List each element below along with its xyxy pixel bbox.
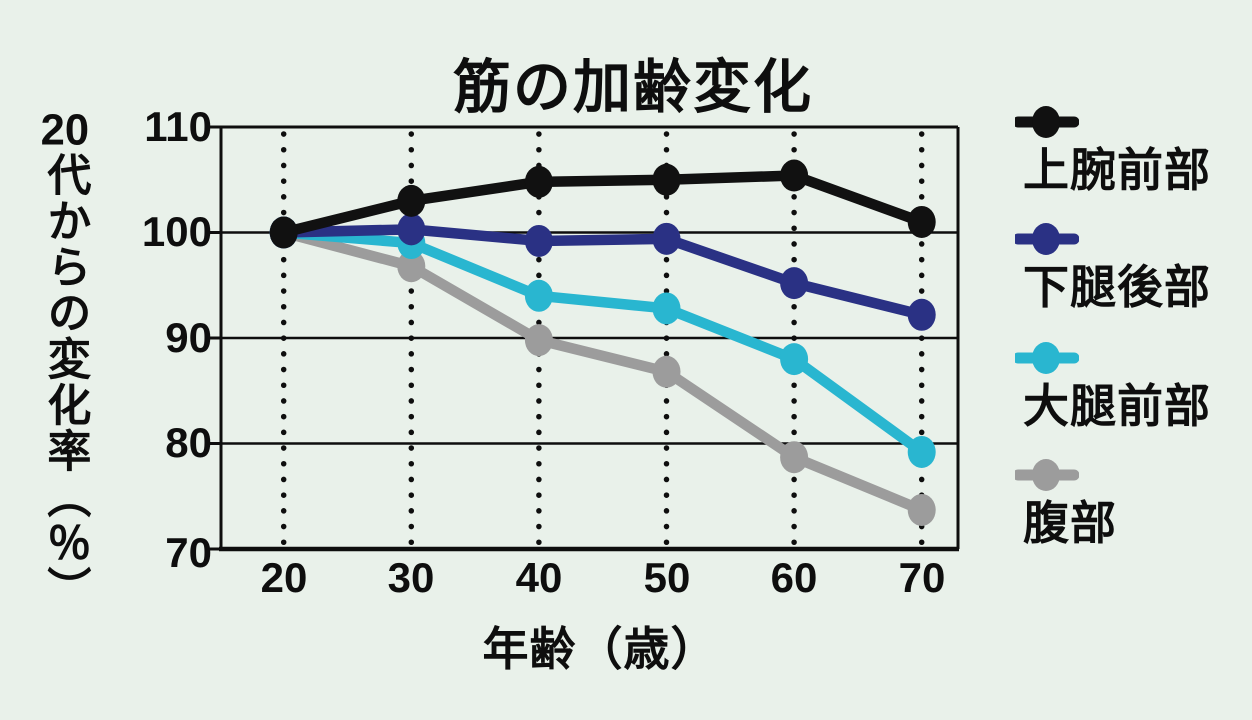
series-point-下腿後部-50 [652,222,681,255]
series-point-腹部-40 [524,324,553,357]
series-point-腹部-50 [652,355,681,388]
y-tick-100: 100 [141,208,212,255]
legend-marker-icon [1015,223,1079,255]
legend-item-abdomen: 腹部 [1015,453,1116,547]
series-point-腹部-70 [907,493,936,526]
series-point-下腿後部-60 [780,267,809,300]
series-point-下腿後部-30 [397,213,426,246]
y-tick-90: 90 [165,314,212,361]
series-point-上腕前部-50 [652,163,681,196]
series-point-上腕前部-70 [907,205,936,238]
series-point-腹部-60 [780,441,809,474]
series-point-上腕前部-40 [524,165,553,198]
series-point-腹部-30 [397,250,426,283]
x-tick-30: 30 [387,554,435,601]
series-point-上腕前部-30 [397,184,426,217]
series-point-大腿前部-50 [652,292,681,325]
x-tick-40: 40 [515,554,563,601]
chart-title: 筋の加齢変化 [452,55,814,120]
y-tick-70: 70 [165,529,212,576]
legend-marker-icon [1015,342,1079,374]
legend-item-lower-leg: 下腿後部 [1015,217,1210,311]
series-point-上腕前部-60 [780,159,809,192]
y-tick-80: 80 [165,419,212,466]
legend-label: 上腕前部 [1023,144,1211,196]
legend-marker-icon [1015,106,1079,138]
legend-label: 腹部 [1023,497,1117,549]
x-tick-50: 50 [643,554,691,601]
series-line-上腕前部 [278,170,927,238]
series-line-下腿後部 [278,224,927,321]
y-tick-110: 110 [144,103,212,150]
x-tick-20: 20 [260,554,308,601]
legend-label: 下腿後部 [1023,261,1211,313]
x-tick-70: 70 [898,554,946,601]
x-axis-label: 年齢（歳） [482,623,718,675]
series-point-大腿前部-60 [780,343,809,376]
x-tick-60: 60 [770,554,818,601]
series-point-下腿後部-40 [524,224,553,257]
series-point-下腿後部-70 [907,298,936,331]
series-line-大腿前部 [278,227,927,458]
legend-item-upper-arm: 上腕前部 [1015,100,1210,194]
series-point-上腕前部-20 [269,216,298,249]
y-axis-label: 20代からの変化率（％） [40,108,90,612]
series-point-大腿前部-40 [524,279,553,312]
y-axis-label-number: 20 [40,108,90,152]
y-axis-label-text: 代からの変化率（％） [40,152,90,612]
legend-marker-icon [1015,459,1079,491]
series-point-大腿前部-70 [907,435,936,468]
legend-item-thigh: 大腿前部 [1015,336,1210,430]
series-line-腹部 [278,227,927,516]
legend-label: 大腿前部 [1023,380,1211,432]
